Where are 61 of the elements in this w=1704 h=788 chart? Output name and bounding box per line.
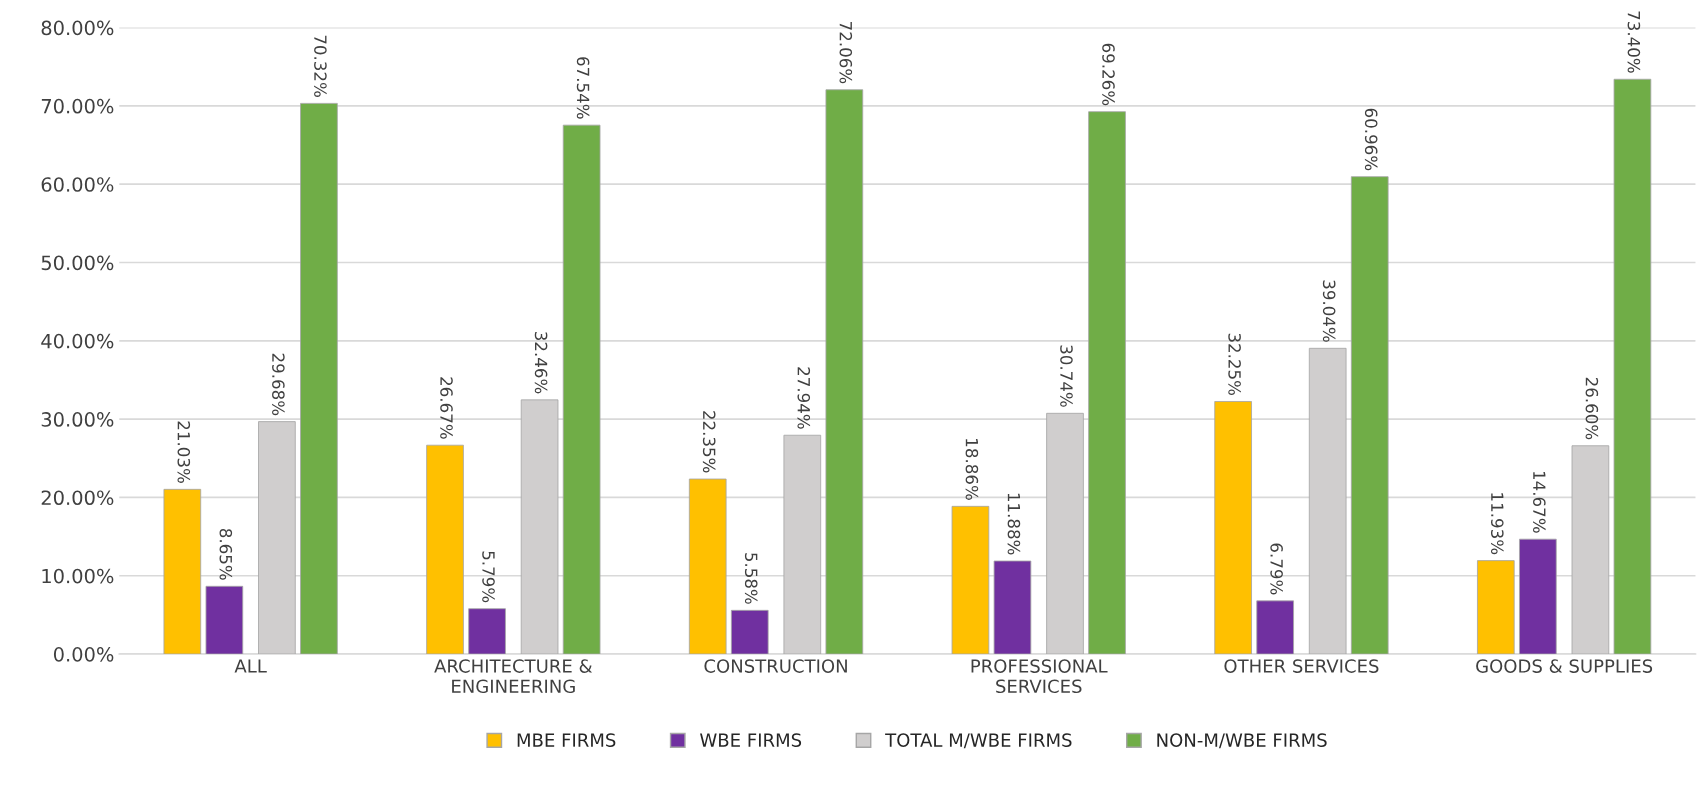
- y-tick-label: 50.00%: [41, 255, 114, 271]
- data-label: 5.79%: [482, 551, 495, 603]
- bar: [562, 124, 601, 655]
- data-label: 5.58%: [744, 553, 758, 604]
- bar: [1088, 111, 1126, 655]
- data-label: 11.88%: [1007, 493, 1021, 555]
- data-label: 26.60%: [1585, 377, 1599, 440]
- data-label: 72.06%: [839, 22, 853, 84]
- data-label: 73.40%: [1627, 11, 1641, 73]
- y-tick-label: 60.00%: [41, 177, 114, 192]
- y-tick-label: 70.00%: [41, 98, 114, 114]
- x-tick-label: CONSTRUCTION: [704, 659, 847, 673]
- x-tick-label: PROFESSIONAL SERVICES: [971, 659, 1108, 694]
- bar: [1613, 78, 1652, 655]
- bar: [993, 560, 1032, 655]
- data-label: 32.25%: [1228, 333, 1241, 396]
- bar: [951, 505, 990, 655]
- data-label: 8.65%: [219, 528, 233, 580]
- data-label: 69.26%: [1102, 43, 1115, 106]
- bar: [688, 478, 727, 655]
- data-label: 18.86%: [965, 439, 979, 500]
- bar: [1477, 560, 1515, 655]
- legend-label: WBE FIRMS: [700, 733, 802, 747]
- x-tick-label: GOODS & SUPPLIES: [1476, 659, 1653, 673]
- data-label: 30.74%: [1060, 345, 1073, 407]
- data-label: 14.67%: [1533, 471, 1546, 533]
- data-label: 70.32%: [314, 35, 327, 97]
- bar: [426, 444, 464, 655]
- x-tick-label: ALL: [234, 659, 267, 673]
- bar: [1519, 538, 1557, 655]
- data-label: 32.46%: [534, 332, 548, 394]
- data-label: 22.35%: [702, 411, 716, 473]
- bar: [825, 89, 864, 655]
- data-label: 21.03%: [177, 421, 191, 483]
- bar: [163, 488, 202, 655]
- y-tick-label: 40.00%: [41, 333, 114, 349]
- data-label: 26.67%: [440, 377, 453, 439]
- x-tick-label: OTHER SERVICES: [1224, 659, 1379, 673]
- bar: [730, 609, 769, 655]
- x-tick-label: ARCHITECTURE & ENGINEERING: [434, 659, 593, 694]
- data-label: 67.54%: [576, 57, 590, 119]
- bar: [1350, 176, 1389, 655]
- data-label: 60.96%: [1364, 108, 1378, 171]
- bar: [468, 608, 506, 655]
- legend-label: MBE FIRMS: [517, 733, 616, 747]
- y-tick-label: 30.00%: [41, 412, 114, 427]
- y-tick-label: 10.00%: [42, 568, 114, 584]
- legend-label: TOTAL M/WBE FIRMS: [885, 733, 1072, 749]
- y-tick-label: 80.00%: [41, 20, 114, 36]
- bar: [1256, 600, 1294, 655]
- data-label: 27.94%: [797, 367, 811, 429]
- bar: [205, 585, 244, 655]
- data-label: 29.68%: [272, 353, 285, 416]
- legend-label: NON-M/WBE FIRMS: [1157, 733, 1327, 749]
- data-label: 11.93%: [1490, 493, 1504, 555]
- data-label: 6.79%: [1270, 543, 1283, 595]
- bar: [300, 102, 338, 655]
- y-tick-label: 20.00%: [41, 490, 114, 506]
- y-tick-label: 0.00%: [53, 647, 114, 662]
- bar: [1214, 401, 1252, 655]
- data-label: 39.04%: [1322, 280, 1336, 342]
